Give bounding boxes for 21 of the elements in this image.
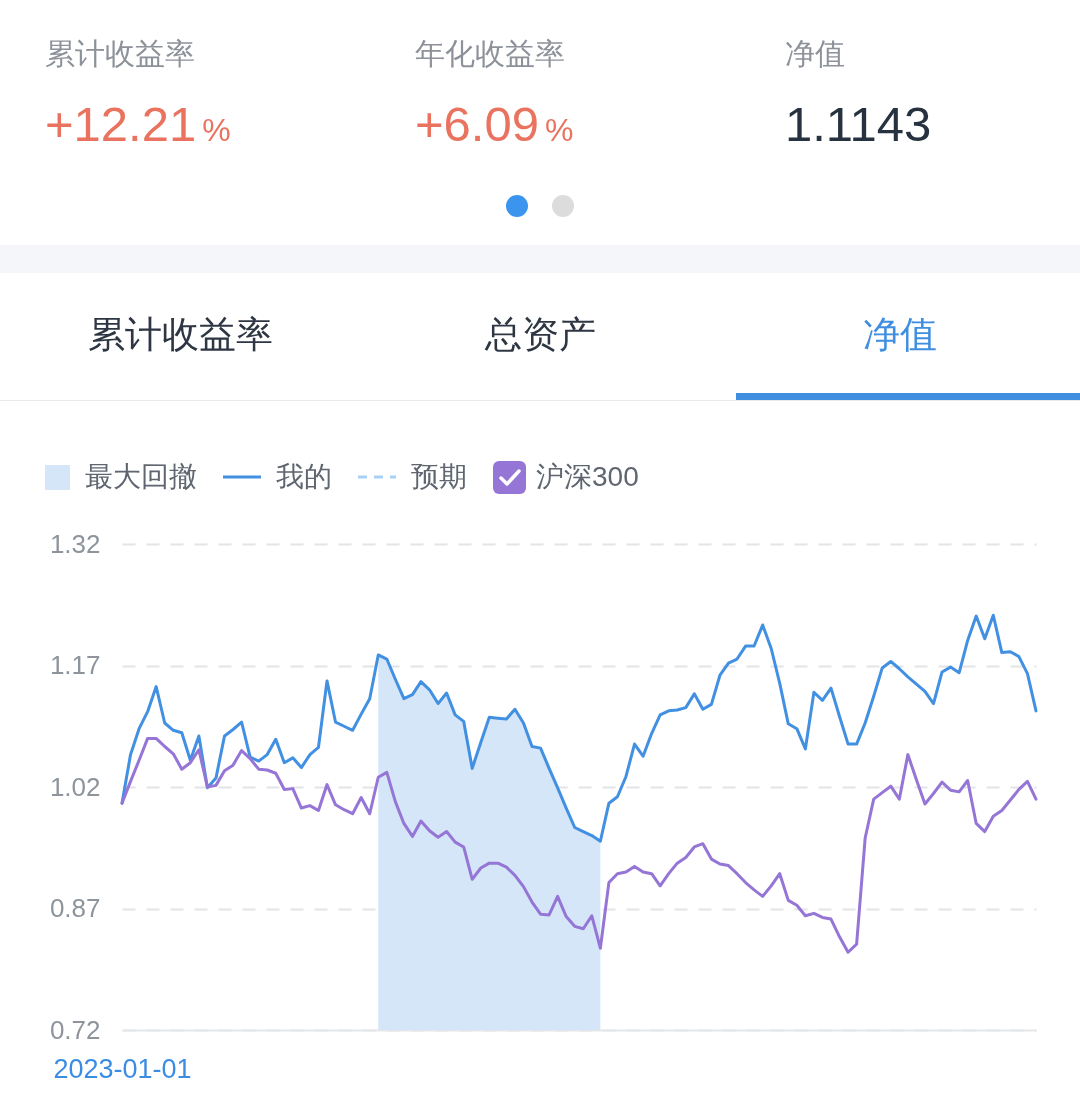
line-series xyxy=(120,613,1038,843)
x-tick-label: 2023-01-01 xyxy=(53,1053,192,1084)
y-tick-label: 1.32 xyxy=(49,528,101,559)
category-label: 净值 xyxy=(785,36,845,72)
legend-label: 我的 xyxy=(276,460,332,494)
text: 1.1143 xyxy=(785,97,932,151)
text: 总资产 xyxy=(484,313,596,357)
text: 累计收益率 xyxy=(87,313,273,357)
category-label: 年化收益率 xyxy=(415,36,565,72)
legend-label: 沪深300 xyxy=(536,460,639,494)
legend-label: 预期 xyxy=(411,460,467,494)
line-series xyxy=(120,736,1038,954)
y-tick-label: 0.87 xyxy=(49,893,101,923)
y-tick-label: 0.72 xyxy=(49,1014,101,1045)
category-label: 累计收益率 xyxy=(45,36,195,72)
legend-label: 最大回撤 xyxy=(85,460,197,494)
text: +12.21% xyxy=(45,97,231,151)
text: +6.09% xyxy=(415,97,574,151)
y-tick-label: 1.17 xyxy=(49,650,101,680)
text: 净值 xyxy=(863,313,937,357)
y-tick-label: 1.02 xyxy=(49,771,101,802)
